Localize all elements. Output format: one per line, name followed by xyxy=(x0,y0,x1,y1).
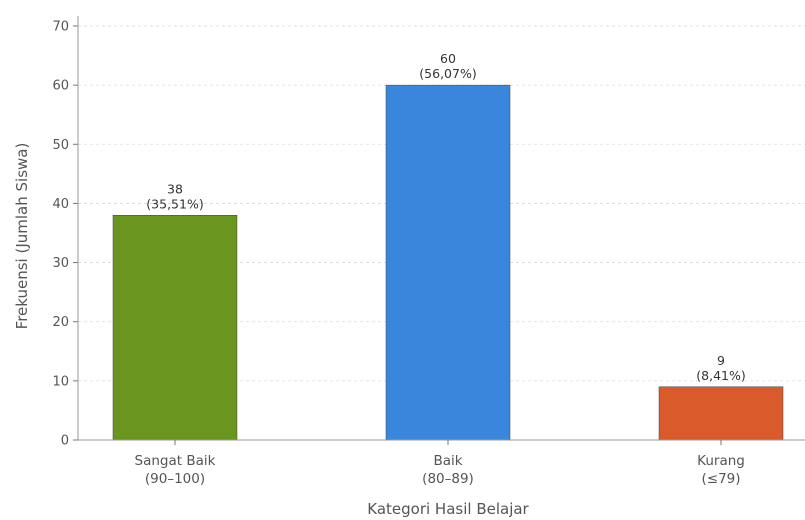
x-category-label: Baik xyxy=(433,453,462,469)
y-tick-label: 10 xyxy=(52,374,69,389)
x-category-label: Sangat Baik xyxy=(135,453,216,469)
bar xyxy=(385,84,511,441)
x-category-range: (≤79) xyxy=(701,471,740,487)
y-tick-label: 50 xyxy=(52,138,69,153)
bar xyxy=(112,215,238,441)
bar xyxy=(658,386,784,441)
bar-value-label: 9 xyxy=(717,353,725,368)
y-tick-label: 70 xyxy=(52,20,69,35)
x-category-label: Kurang xyxy=(697,453,745,469)
y-tick-label: 0 xyxy=(61,434,69,449)
bar-percent-label: (56,07%) xyxy=(419,66,476,81)
x-axis-title: Kategori Hasil Belajar xyxy=(367,500,529,518)
x-category-range: (80–89) xyxy=(422,471,474,487)
x-category-range: (90–100) xyxy=(145,471,205,487)
y-tick-label: 40 xyxy=(52,197,69,212)
y-tick-label: 60 xyxy=(52,79,69,94)
y-tick-label: 20 xyxy=(52,315,69,330)
bars: 38(35,51%) 60(56,07%) 9(8,41%) xyxy=(112,51,784,441)
axes: 0 10 20 30 40 50 60 70 Sangat Baik (90–100) Baik (8… xyxy=(52,16,805,487)
y-tick-label: 30 xyxy=(52,256,69,271)
y-axis-title: Frekuensi (Jumlah Siswa) xyxy=(13,143,31,330)
bar-percent-label: (8,41%) xyxy=(696,368,745,383)
bar-value-label: 60 xyxy=(440,51,456,66)
bar-value-label: 38 xyxy=(167,181,183,196)
bar-percent-label: (35,51%) xyxy=(146,196,203,211)
